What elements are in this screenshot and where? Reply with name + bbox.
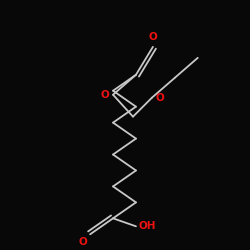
Text: O: O (148, 32, 157, 42)
Text: O: O (100, 90, 109, 100)
Text: O: O (78, 237, 87, 247)
Text: O: O (156, 93, 165, 103)
Text: OH: OH (139, 221, 156, 231)
